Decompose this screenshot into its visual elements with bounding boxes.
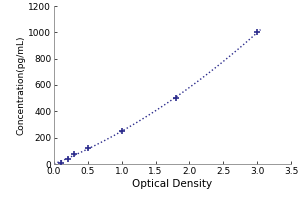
Y-axis label: Concentration(pg/mL): Concentration(pg/mL) <box>16 35 26 135</box>
X-axis label: Optical Density: Optical Density <box>132 179 213 189</box>
